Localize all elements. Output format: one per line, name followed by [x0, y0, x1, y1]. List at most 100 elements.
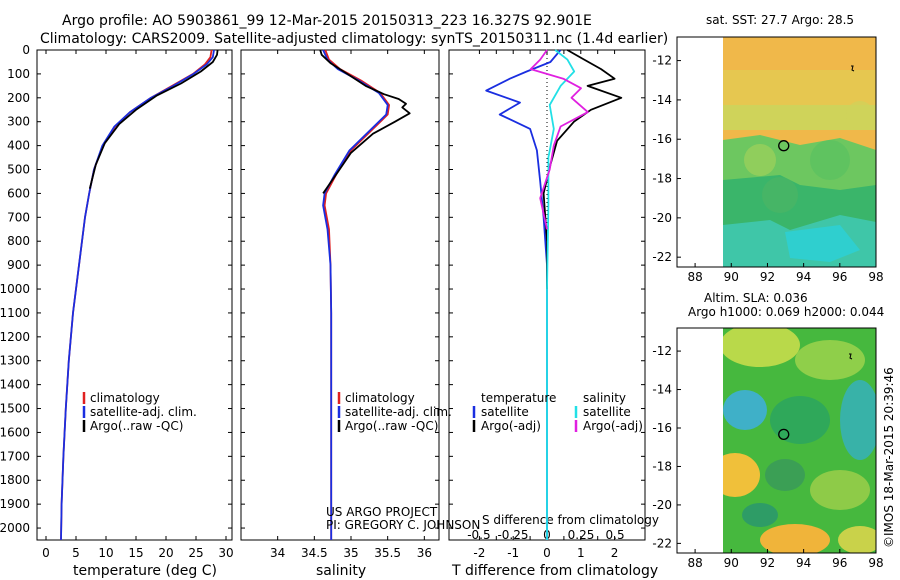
legend-argo-label: Argo(..raw -QC): [90, 419, 183, 433]
x-tick-label: 35: [343, 546, 358, 560]
sst-heatmap: [723, 37, 876, 267]
map-y-tick-label: -18: [652, 459, 672, 473]
depth-tick-label: 0: [22, 43, 30, 57]
credit-line1: US ARGO PROJECT: [326, 505, 438, 519]
sla-map-border: [676, 327, 877, 554]
sla-map-title: Altim. SLA: 0.036: [704, 291, 808, 305]
depth-tick-label: 1900: [0, 497, 30, 511]
sla-argo-location-marker: [778, 428, 790, 440]
x-tick-label: -2: [473, 546, 485, 560]
depth-tick-label: 900: [7, 258, 30, 272]
salinity-series: [319, 49, 411, 540]
x-tick-label: 0: [543, 546, 551, 560]
legend-s-satellite-label: satellite: [583, 405, 631, 419]
sla-heatmap: [723, 328, 876, 553]
map-y-tick-label: -18: [652, 172, 672, 186]
x-tick-label: 36: [417, 546, 432, 560]
depth-tick-label: 800: [7, 234, 30, 248]
depth-tick-label: 1200: [0, 330, 30, 344]
figure-title-line1: Argo profile: AO 5903861_99 12-Mar-2015 …: [62, 13, 592, 29]
legend-temperature-title: temperature: [481, 391, 556, 405]
series-line-t-argo-adj: [542, 49, 623, 289]
x-tick-label: 34.5: [301, 546, 328, 560]
sla-island-icon: [849, 353, 853, 360]
map-x-tick-label: 88: [687, 556, 702, 570]
credit-line2: PI: GREGORY C. JOHNSON: [326, 518, 480, 532]
depth-tick-label: 500: [7, 163, 30, 177]
salinity-legend: climatology satellite-adj. clim. Argo(..…: [337, 391, 452, 433]
map-y-tick-label: -16: [652, 421, 672, 435]
legend-t-satellite-label: satellite: [481, 405, 529, 419]
depth-tick-label: 600: [7, 186, 30, 200]
x-tick-label: 10: [98, 546, 113, 560]
sst-x-axis: 88 90 92 94 96 98: [687, 263, 884, 284]
depth-tick-label: 400: [7, 139, 30, 153]
map-x-tick-label: 90: [724, 556, 739, 570]
x-tick-label: 35.5: [374, 546, 401, 560]
map-x-tick-label: 96: [832, 270, 847, 284]
map-x-tick-label: 94: [796, 556, 811, 570]
map-x-tick-label: 90: [724, 270, 739, 284]
temperature-x-axis: 0 5 10 15 20 25 30: [42, 50, 234, 560]
x-tick-label: 1: [577, 546, 585, 560]
t-difference-xlabel: T difference from climatology: [451, 563, 658, 579]
x-tick-label: 25: [188, 546, 203, 560]
depth-tick-label: 1600: [0, 425, 30, 439]
legend-argo-label: Argo(..raw -QC): [345, 419, 438, 433]
x-tick-label: 15: [128, 546, 143, 560]
x-tick-label: 2: [611, 546, 619, 560]
depth-tick-label: 1100: [0, 306, 30, 320]
salinity-xlabel: salinity: [316, 563, 366, 579]
x-tick-label: 5: [72, 546, 80, 560]
map-x-tick-label: 92: [760, 556, 775, 570]
depth-tick-label: 1800: [0, 473, 30, 487]
series-line-t-satellite: [485, 49, 562, 540]
map-y-tick-label: -16: [652, 132, 672, 146]
sla-x-axis: 88 90 92 94 96 98: [687, 549, 884, 570]
salinity-x-axis: 34 34.5 35 35.5 36: [270, 50, 432, 560]
depth-tick-label: 200: [7, 91, 30, 105]
series-line-climatology: [60, 49, 213, 541]
legend-satellite-label: satellite-adj. clim.: [345, 405, 452, 419]
map-y-tick-label: -22: [652, 536, 672, 550]
s-difference-xlabel: S difference from climatology: [482, 513, 659, 527]
salinity-panel-frame: [240, 49, 440, 541]
series-line-argo-raw-qc: [88, 49, 219, 189]
map-y-tick-label: -12: [652, 54, 672, 68]
series-line-s-satellite: [546, 49, 576, 540]
imos-watermark: ©IMOS 18-Mar-2015 20:39:46: [882, 367, 896, 548]
series-line-climatology: [323, 49, 391, 540]
sst-argo-location-marker: [778, 140, 790, 152]
legend-t-argo-label: Argo(-adj): [481, 419, 541, 433]
temperature-legend: climatology satellite-adj. clim. Argo(..…: [82, 391, 197, 433]
x-tick-label: 30: [218, 546, 233, 560]
figure-title-line2: Climatology: CARS2009. Satellite-adjuste…: [40, 31, 668, 47]
map-y-tick-label: -20: [652, 211, 672, 225]
depth-tick-label: 700: [7, 210, 30, 224]
x-tick-label: -1: [507, 546, 519, 560]
map-y-tick-label: -14: [652, 383, 672, 397]
depth-tick-label: 1700: [0, 449, 30, 463]
map-x-tick-label: 98: [868, 556, 883, 570]
series-line-s-argo-adj: [529, 49, 589, 230]
depth-axis: 0 100 200 300 400 500 600 700 800 900 1000 1100 1200…: [0, 43, 645, 535]
depth-tick-label: 300: [7, 115, 30, 129]
map-x-tick-label: 92: [760, 270, 775, 284]
depth-tick-label: 100: [7, 67, 30, 81]
temperature-xlabel: temperature (deg C): [73, 563, 217, 579]
series-line-satellite-adj-clim: [60, 49, 215, 541]
sst-map-border: [676, 36, 877, 268]
depth-tick-label: 1000: [0, 282, 30, 296]
legend-climatology-label: climatology: [90, 391, 160, 405]
sla-y-axis: -12 -14 -16 -18 -20 -22: [652, 344, 681, 550]
map-x-tick-label: 96: [832, 556, 847, 570]
legend-satellite-label: satellite-adj. clim.: [90, 405, 197, 419]
depth-tick-label: 1400: [0, 378, 30, 392]
depth-tick-label: 2000: [0, 521, 30, 535]
x-tick-label: 20: [158, 546, 173, 560]
t-difference-x-axis: -2-1.5-1-0.500.511.52: [473, 50, 618, 560]
s-diff-tick-label: -0.25: [497, 528, 528, 542]
sla-map-subtitle: Argo h1000: 0.069 h2000: 0.044: [688, 305, 884, 319]
x-tick-label: 34: [270, 546, 285, 560]
